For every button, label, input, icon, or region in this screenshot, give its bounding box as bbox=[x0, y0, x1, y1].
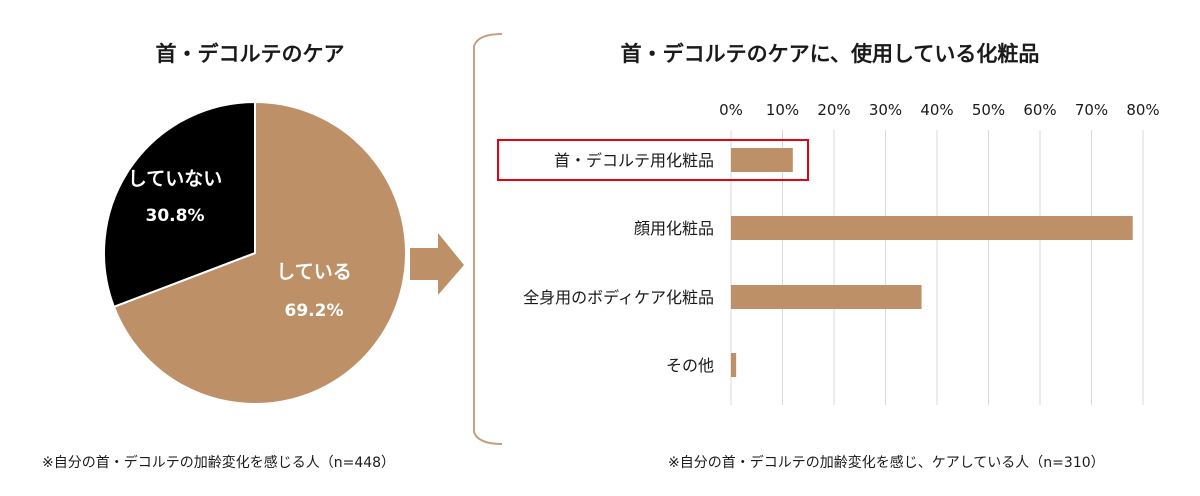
bar-tick-labels: 0% 10% 20% 30% 40% 50% 60% 70% 80% bbox=[719, 101, 1160, 119]
category-label: 全身用のボディケア化粧品 bbox=[523, 288, 714, 307]
category-label: 顔用化粧品 bbox=[634, 219, 714, 238]
bar-marks bbox=[497, 139, 1133, 377]
pie-labels: している 69.2% していない 30.8% bbox=[128, 168, 352, 321]
category-label: その他 bbox=[666, 356, 714, 375]
pie-slice-label: している bbox=[276, 261, 351, 283]
x-tick-label: 0% bbox=[719, 101, 743, 119]
right-arrow-icon bbox=[410, 233, 464, 295]
pie-chart-note: ※自分の首・デコルテの加齢変化を感じる人（n=448） bbox=[42, 455, 396, 471]
category-label: 首・デコルテ用化粧品 bbox=[554, 151, 714, 170]
bar-1 bbox=[731, 216, 1133, 240]
pie-slices bbox=[103, 100, 407, 405]
x-tick-label: 60% bbox=[1023, 101, 1056, 119]
highlight-box bbox=[497, 139, 809, 181]
pie-chart-title: 首・デコルテのケア bbox=[155, 42, 345, 66]
x-tick-label: 80% bbox=[1126, 101, 1159, 119]
x-tick-label: 50% bbox=[972, 101, 1005, 119]
x-tick-label: 40% bbox=[920, 101, 953, 119]
pie-slice-0 bbox=[112, 100, 407, 405]
x-tick-label: 70% bbox=[1075, 101, 1108, 119]
x-tick-label: 10% bbox=[766, 101, 799, 119]
bar-2 bbox=[731, 285, 922, 309]
bar-3 bbox=[731, 353, 737, 377]
pie-slice-value: 30.8% bbox=[146, 206, 205, 226]
x-tick-label: 30% bbox=[869, 101, 902, 119]
bar-0 bbox=[731, 148, 793, 172]
bracket-divider bbox=[473, 33, 503, 445]
bar-chart-title: 首・デコルテのケアに、使用している化粧品 bbox=[620, 42, 1040, 66]
pie-slice-label: していない bbox=[128, 168, 222, 190]
x-tick-label: 20% bbox=[817, 101, 850, 119]
pie-slice-1 bbox=[103, 100, 256, 309]
bar-chart-note: ※自分の首・デコルテの加齢変化を感じ、ケアしている人（n=310） bbox=[668, 455, 1105, 471]
pie-slice-value: 69.2% bbox=[285, 301, 344, 321]
